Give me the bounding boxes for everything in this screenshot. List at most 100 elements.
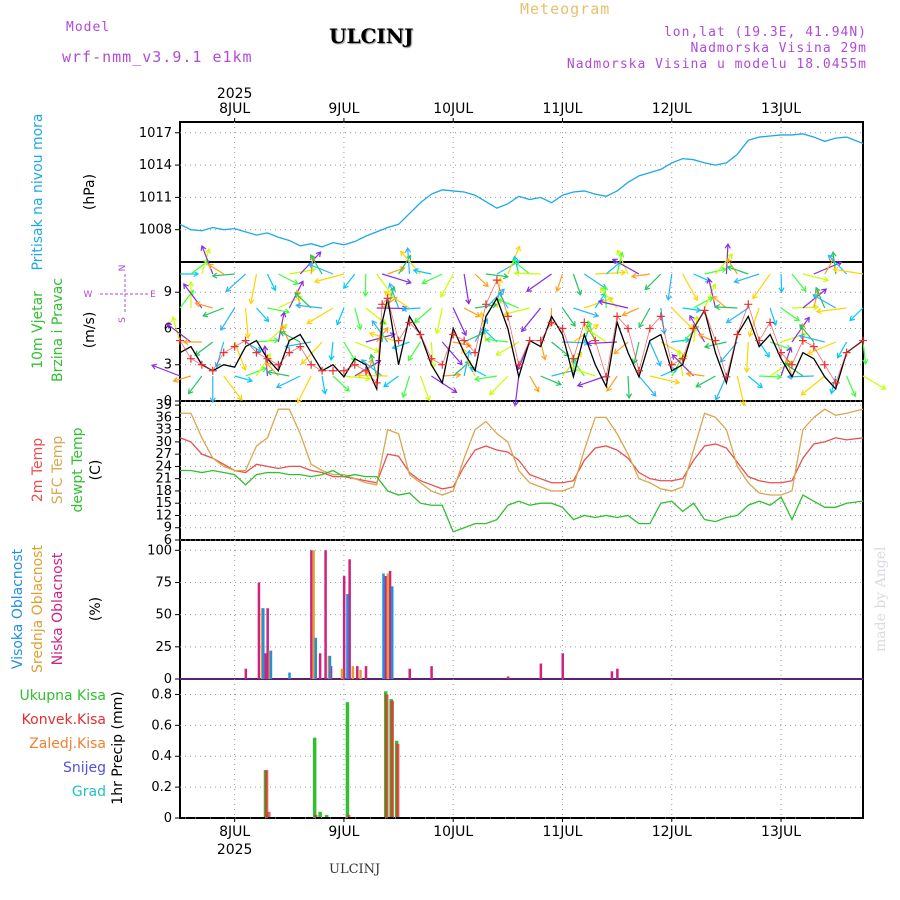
wind-arrow-head [364,375,371,382]
wind-side-label-2: Brzina i Pravac [50,278,66,382]
wind-arrow [201,248,210,275]
y-tick-label: 9 [164,285,172,300]
wind-arrow-head [262,344,269,351]
wind-arrow [220,307,236,331]
wind-arrow-head [676,349,683,356]
wind-arrow [526,273,552,292]
wind-arrow-head [220,325,226,332]
wind-arrow [695,375,716,388]
total-rain-bar [345,702,350,818]
wind-arrow-head [214,362,221,369]
wind-arrow [223,375,243,401]
wind-arrow-head [270,285,277,292]
wind-arrow-head [644,284,651,291]
wind-arrow-head [310,254,316,261]
wind-arrow [570,367,596,377]
wind-arrow-head [474,375,481,382]
low-cloud-bar [364,666,368,679]
wind-arrow [441,341,463,366]
wind-arrow-head [515,245,521,252]
wind-arrow [442,374,461,377]
wind-arrow-head [674,378,681,385]
wind-arrow-head [576,289,583,296]
wind-arrow-head [806,349,814,356]
wind-arrow-head [306,318,313,325]
wind-arrow-head [369,353,376,360]
wind-arrow [726,258,738,275]
wind-arrow [151,364,181,377]
y-tick-label: 75 [155,575,172,590]
wind-arrow-head [488,389,495,396]
wind-arrow-head [266,369,273,376]
total-rain-bar [312,737,317,818]
wind-arrow [296,375,312,404]
wind-arrow-head [880,384,887,390]
wind-arrow [188,375,203,394]
y-tick-label: 0.6 [151,718,172,733]
wind-arrow-head [778,287,785,294]
model-label: Model [66,20,111,35]
mid-cloud-bar [340,668,344,679]
wind-arrow-head [830,251,837,257]
wind-arrow-head [284,308,291,315]
wind-arrow [469,367,487,377]
wind-arrow-head [413,317,420,324]
wind-arrow-head [388,282,394,289]
pressure-side-label: Pritisak na nivou mora [30,113,46,270]
wind-arrow [780,273,783,293]
wind-arrow [769,307,777,326]
wind-arrow [310,254,323,275]
wind-arrow [285,341,312,348]
wind-arrow-head [733,277,740,284]
wind-arrow [264,346,269,377]
wind-arrow-head [321,388,328,395]
conv-rain-bar [346,814,351,818]
x-tick-label-top: 9JUL [328,101,359,117]
wind-arrow-head [620,269,627,276]
wind-arrow-head [799,323,805,330]
wind-arrow-head [368,331,375,338]
low-cloud-bar [257,582,261,679]
wind-arrow-head [764,351,770,358]
wind-arrow [276,375,301,388]
wind-arrow-head [815,308,822,315]
wind-arrow-head [630,272,637,280]
wind-arrow-head [281,323,288,330]
wind-arrow-head [425,395,431,402]
wind-arrow-head [576,381,583,388]
wind-arrow [584,273,607,290]
wind-arrow [715,253,733,275]
wind-arrow [475,375,498,381]
wind-arrow [813,290,819,309]
y-tick-label: 0 [164,672,172,687]
wind-arrow [649,341,662,366]
wind-arrow-head [611,258,618,265]
wind-arrow-head [656,360,662,367]
wind-arrow [622,307,640,316]
wind-arrow-head [280,324,286,331]
wind-arrow-head [389,332,396,339]
low-cloud-bar [506,676,510,679]
wind-arrow-head [383,381,390,388]
conv-rain-bar [385,694,389,818]
wind-arrow-head [461,330,468,337]
wind-arrow-head [275,382,282,389]
x-tick-label-bottom: 9JUL [328,824,359,840]
wind-arrow-head [703,343,710,350]
lonlat-label: lon,lat (19.3E, 41.94N) [663,25,867,40]
wind-arrow-head [606,385,612,392]
low-cloud-bar [561,653,564,679]
wind-arrow-head [356,372,363,379]
mid-cloud-bar [312,550,315,679]
panel-frame-pressure [179,121,864,263]
panel-frame-precip [179,678,864,819]
wind-arrow [463,307,481,317]
wind-arrow [801,375,826,396]
wind-arrow [280,331,301,343]
wind-arrow [369,332,399,343]
wind-arrow [785,358,793,377]
wind-arrow-head [697,333,705,340]
wind-arrow [321,375,326,394]
wind-arrow-head [823,276,830,283]
wind-arrow [862,375,886,390]
